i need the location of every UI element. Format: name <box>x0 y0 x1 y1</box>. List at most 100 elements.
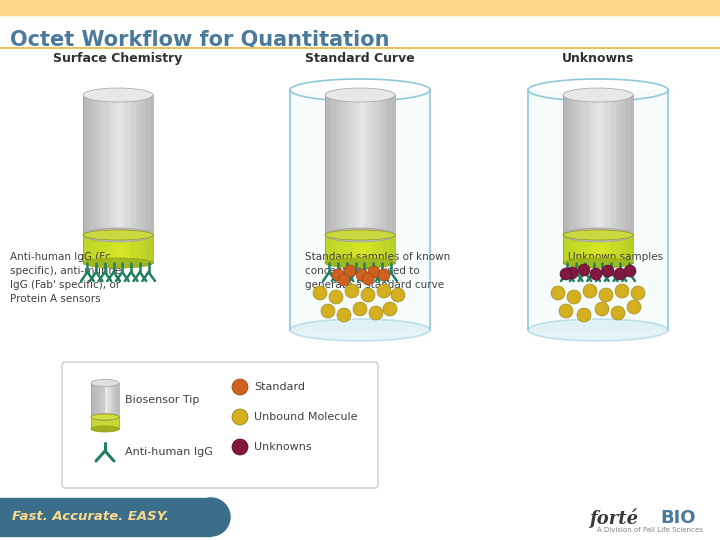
Bar <box>330 235 337 263</box>
Ellipse shape <box>563 228 633 242</box>
Text: Unbound Molecule: Unbound Molecule <box>254 412 358 422</box>
Bar <box>336 95 339 235</box>
Bar <box>101 95 104 235</box>
Bar <box>325 95 328 235</box>
Circle shape <box>332 269 344 281</box>
Text: A Division of Pall Life Sciences: A Division of Pall Life Sciences <box>597 527 703 533</box>
Circle shape <box>383 302 397 316</box>
Bar <box>94 95 97 235</box>
Ellipse shape <box>83 258 153 268</box>
Bar <box>605 95 608 235</box>
Circle shape <box>369 306 383 320</box>
Bar <box>574 95 577 235</box>
Circle shape <box>362 273 374 285</box>
Bar <box>147 235 153 263</box>
Bar <box>390 235 395 263</box>
Bar <box>388 95 392 235</box>
Bar <box>325 235 395 263</box>
Bar <box>107 95 111 235</box>
Circle shape <box>602 265 614 277</box>
Bar <box>621 235 627 263</box>
Bar <box>374 95 377 235</box>
Bar <box>86 95 90 235</box>
Bar <box>569 235 575 263</box>
Bar <box>353 95 356 235</box>
Bar <box>567 95 570 235</box>
Bar <box>612 95 616 235</box>
Ellipse shape <box>325 88 395 102</box>
Circle shape <box>567 290 581 304</box>
Bar <box>383 235 390 263</box>
Bar <box>366 235 372 263</box>
Bar <box>150 95 153 235</box>
Bar <box>595 95 598 235</box>
Circle shape <box>232 379 248 395</box>
Bar <box>328 95 332 235</box>
Bar <box>377 235 383 263</box>
Bar <box>580 235 586 263</box>
Bar <box>143 95 146 235</box>
Bar <box>575 235 580 263</box>
Bar <box>116 383 119 417</box>
Bar <box>623 95 626 235</box>
Text: Fast. Accurate. EASY.: Fast. Accurate. EASY. <box>12 510 169 523</box>
Circle shape <box>624 265 636 277</box>
Bar <box>118 235 124 263</box>
Circle shape <box>551 286 565 300</box>
Circle shape <box>329 290 343 304</box>
Bar <box>371 95 374 235</box>
Bar <box>563 95 567 235</box>
Bar <box>122 95 125 235</box>
Circle shape <box>368 266 380 278</box>
Bar <box>111 383 114 417</box>
Bar <box>130 235 135 263</box>
Bar <box>592 235 598 263</box>
Ellipse shape <box>563 88 633 102</box>
Bar <box>94 235 101 263</box>
Bar <box>104 95 107 235</box>
Bar <box>563 95 633 235</box>
Circle shape <box>361 288 375 302</box>
Bar <box>346 95 349 235</box>
Bar <box>367 95 371 235</box>
Bar <box>107 235 112 263</box>
Bar <box>135 235 141 263</box>
Text: Standard samples of known
concentration used to
generate a standard curve: Standard samples of known concentration … <box>305 252 450 290</box>
Bar <box>608 95 612 235</box>
Circle shape <box>378 269 390 281</box>
Bar <box>111 95 114 235</box>
Ellipse shape <box>91 414 119 421</box>
Bar <box>629 95 633 235</box>
Bar <box>616 235 621 263</box>
Circle shape <box>578 264 590 276</box>
Text: Biosensor Tip: Biosensor Tip <box>125 395 199 405</box>
Bar <box>90 95 94 235</box>
Bar <box>89 235 94 263</box>
Bar <box>343 235 348 263</box>
Bar <box>580 95 584 235</box>
Bar <box>325 235 330 263</box>
Bar <box>627 235 633 263</box>
Circle shape <box>599 288 613 302</box>
Text: Anti-human IgG (Fc
specific), anti-murine
IgG (Fab' specific), or
Protein A sens: Anti-human IgG (Fc specific), anti-murin… <box>10 252 122 304</box>
Text: BIO: BIO <box>660 509 696 527</box>
Circle shape <box>590 268 602 280</box>
Bar <box>598 95 601 235</box>
Circle shape <box>377 284 391 298</box>
Text: Unknowns: Unknowns <box>254 442 312 452</box>
Circle shape <box>577 308 591 322</box>
Bar <box>108 383 111 417</box>
FancyBboxPatch shape <box>62 362 378 488</box>
Bar <box>584 95 588 235</box>
Bar <box>97 95 101 235</box>
Circle shape <box>391 288 405 302</box>
Bar <box>610 235 616 263</box>
Bar <box>125 95 128 235</box>
Bar <box>591 95 595 235</box>
Circle shape <box>344 265 356 277</box>
Bar <box>0 0 720 15</box>
Text: Unknown samples: Unknown samples <box>568 252 663 262</box>
Circle shape <box>232 439 248 455</box>
Text: Standard: Standard <box>254 382 305 392</box>
Bar <box>598 235 604 263</box>
